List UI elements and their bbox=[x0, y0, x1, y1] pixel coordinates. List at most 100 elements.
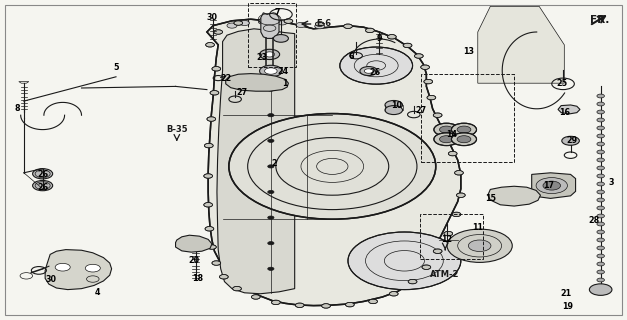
Circle shape bbox=[403, 43, 412, 48]
Circle shape bbox=[340, 47, 413, 84]
Circle shape bbox=[597, 230, 604, 234]
Circle shape bbox=[345, 302, 354, 307]
Circle shape bbox=[268, 114, 274, 117]
Circle shape bbox=[468, 240, 491, 252]
Text: 29: 29 bbox=[566, 136, 577, 145]
Text: 19: 19 bbox=[562, 302, 573, 311]
Circle shape bbox=[233, 286, 241, 291]
Circle shape bbox=[33, 180, 53, 191]
Text: 22: 22 bbox=[220, 74, 231, 83]
Circle shape bbox=[597, 126, 604, 130]
Circle shape bbox=[597, 166, 604, 170]
Circle shape bbox=[597, 158, 604, 162]
Circle shape bbox=[212, 261, 221, 265]
Circle shape bbox=[219, 275, 228, 279]
Text: 16: 16 bbox=[559, 108, 570, 116]
Text: 7: 7 bbox=[275, 8, 280, 17]
Circle shape bbox=[389, 292, 398, 296]
Text: 3: 3 bbox=[609, 178, 614, 187]
Circle shape bbox=[597, 214, 604, 218]
Circle shape bbox=[597, 174, 604, 178]
Text: 15: 15 bbox=[485, 194, 496, 203]
Circle shape bbox=[562, 136, 579, 145]
Circle shape bbox=[268, 267, 274, 270]
Text: 20: 20 bbox=[189, 256, 200, 265]
Circle shape bbox=[296, 22, 306, 28]
Text: 27: 27 bbox=[415, 106, 426, 115]
Text: 6: 6 bbox=[349, 52, 354, 60]
Text: 13: 13 bbox=[463, 47, 475, 56]
Circle shape bbox=[55, 263, 70, 271]
Text: 30: 30 bbox=[206, 13, 218, 22]
Circle shape bbox=[433, 113, 442, 117]
Polygon shape bbox=[45, 250, 112, 290]
Circle shape bbox=[315, 24, 325, 29]
Circle shape bbox=[597, 118, 604, 122]
Text: 18: 18 bbox=[192, 274, 203, 283]
Text: 12: 12 bbox=[441, 236, 453, 244]
Circle shape bbox=[284, 19, 293, 23]
Circle shape bbox=[597, 94, 604, 98]
Polygon shape bbox=[176, 235, 212, 252]
Circle shape bbox=[451, 133, 477, 146]
Text: 25: 25 bbox=[556, 79, 567, 88]
Text: 27: 27 bbox=[236, 88, 248, 97]
Text: 26: 26 bbox=[37, 183, 48, 192]
Circle shape bbox=[597, 110, 604, 114]
Circle shape bbox=[597, 198, 604, 202]
Text: 26: 26 bbox=[37, 170, 48, 179]
Circle shape bbox=[597, 134, 604, 138]
Circle shape bbox=[277, 20, 287, 25]
Circle shape bbox=[206, 43, 214, 47]
Circle shape bbox=[212, 67, 221, 71]
Circle shape bbox=[360, 67, 377, 76]
Circle shape bbox=[273, 35, 288, 42]
Circle shape bbox=[597, 102, 604, 106]
Polygon shape bbox=[217, 29, 295, 294]
Circle shape bbox=[441, 132, 450, 137]
Text: 26: 26 bbox=[369, 68, 381, 77]
Polygon shape bbox=[558, 105, 580, 114]
Bar bbox=[421, 74, 514, 162]
Polygon shape bbox=[226, 74, 288, 91]
Text: 5: 5 bbox=[113, 63, 119, 72]
Text: 1: 1 bbox=[283, 79, 288, 88]
Circle shape bbox=[433, 249, 442, 253]
Circle shape bbox=[268, 139, 274, 142]
Circle shape bbox=[251, 295, 260, 299]
Circle shape bbox=[451, 123, 477, 136]
Circle shape bbox=[387, 35, 396, 39]
Circle shape bbox=[597, 262, 604, 266]
Polygon shape bbox=[261, 13, 279, 38]
Circle shape bbox=[589, 284, 612, 295]
Text: E-6: E-6 bbox=[317, 19, 332, 28]
Circle shape bbox=[85, 264, 100, 272]
Circle shape bbox=[295, 303, 304, 308]
Polygon shape bbox=[488, 186, 540, 206]
Text: 14: 14 bbox=[446, 130, 457, 139]
Text: 4: 4 bbox=[95, 288, 100, 297]
Text: B-35: B-35 bbox=[166, 125, 187, 134]
Circle shape bbox=[240, 20, 250, 26]
Text: 30: 30 bbox=[46, 275, 57, 284]
Text: ATM-2: ATM-2 bbox=[430, 270, 460, 279]
Circle shape bbox=[447, 229, 512, 262]
Circle shape bbox=[597, 246, 604, 250]
Text: 28: 28 bbox=[588, 216, 599, 225]
Circle shape bbox=[385, 100, 403, 109]
Polygon shape bbox=[207, 19, 461, 306]
Circle shape bbox=[227, 23, 237, 28]
Circle shape bbox=[434, 133, 459, 146]
Circle shape bbox=[452, 212, 461, 217]
Circle shape bbox=[214, 30, 223, 34]
Text: 2: 2 bbox=[272, 159, 277, 168]
Circle shape bbox=[322, 304, 330, 308]
Circle shape bbox=[366, 28, 374, 33]
Circle shape bbox=[597, 142, 604, 146]
Circle shape bbox=[440, 136, 453, 143]
Circle shape bbox=[455, 171, 463, 175]
Text: 23: 23 bbox=[256, 53, 268, 62]
Circle shape bbox=[440, 126, 453, 133]
Circle shape bbox=[205, 227, 214, 231]
Circle shape bbox=[33, 169, 53, 179]
